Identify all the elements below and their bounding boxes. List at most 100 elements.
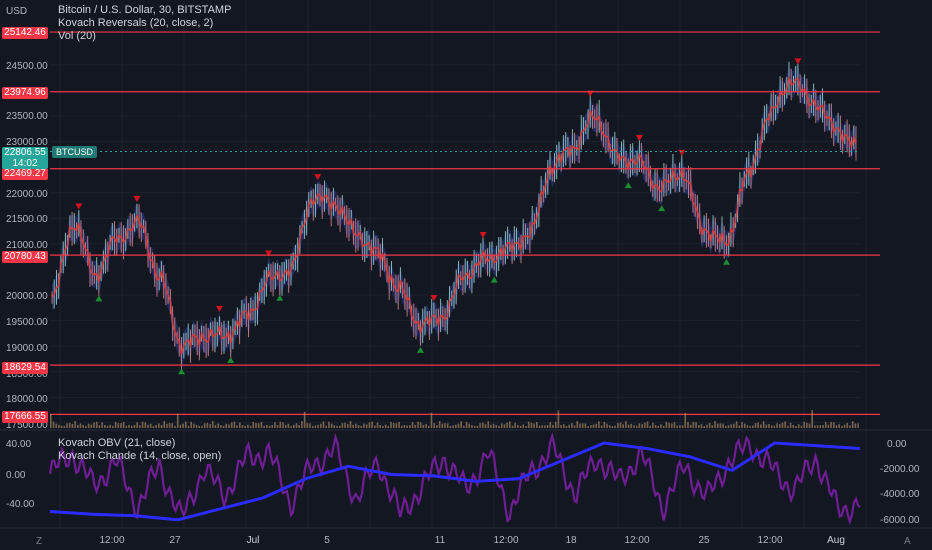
volume-bar <box>698 425 700 428</box>
volume-bar <box>625 421 627 428</box>
volume-bar <box>325 425 327 428</box>
volume-bar <box>711 425 714 428</box>
volume-bar <box>473 425 476 428</box>
volume-bar <box>708 423 711 428</box>
volume-bar <box>827 424 830 428</box>
volume-bar <box>714 421 716 428</box>
volume-bar <box>641 424 643 428</box>
volume-bar <box>814 425 816 428</box>
legend-kovach-chande[interactable]: Kovach Chande (14, close, open) <box>58 450 222 462</box>
x-axis-tick: Jul <box>246 535 260 546</box>
volume-bar <box>649 425 651 428</box>
volume-bar <box>681 425 684 428</box>
volume-bar <box>395 423 398 428</box>
volume-bar <box>517 425 519 428</box>
volume-bar <box>603 421 606 428</box>
timezone-button[interactable]: Z <box>36 536 43 547</box>
volume-bar <box>66 423 68 428</box>
volume-bar <box>565 426 568 428</box>
legend-main-title[interactable]: Bitcoin / U.S. Dollar, 30, BITSTAMP <box>58 4 232 16</box>
volume-bar <box>71 424 74 428</box>
obv-axis-tick: 0.00 <box>887 439 907 450</box>
volume-bar <box>533 423 535 428</box>
volume-bar <box>301 421 303 428</box>
volume-bar <box>365 424 368 428</box>
volume-bar <box>781 422 784 428</box>
volume-bar <box>816 425 819 428</box>
volume-bar <box>446 423 449 428</box>
bear-reversal-marker <box>216 305 223 312</box>
volume-bar <box>220 425 222 428</box>
volume-bar <box>374 425 376 428</box>
volume-bar <box>784 421 786 428</box>
bear-reversal-marker <box>635 134 643 141</box>
price-axis-tick: 20000.00 <box>6 291 48 302</box>
volume-bar <box>106 425 109 428</box>
volume-bar <box>309 423 311 428</box>
volume-bar <box>244 425 246 428</box>
volume-bar <box>422 424 425 428</box>
volume-bar <box>614 425 616 428</box>
volume-bar <box>414 424 417 428</box>
x-axis-tick: 11 <box>434 535 446 546</box>
grid <box>0 0 932 529</box>
currency-label: USD <box>6 6 28 17</box>
obv-axis-tick: -2000.00 <box>880 464 920 475</box>
volume-bar <box>652 422 654 428</box>
volume-bar <box>471 425 473 428</box>
volume-bar <box>746 425 749 428</box>
volume-bar <box>606 423 608 428</box>
volume-bar <box>525 426 527 428</box>
volume-bar <box>789 422 792 428</box>
volume-bar <box>360 425 363 428</box>
legend-kovach-obv[interactable]: Kovach OBV (21, close) <box>58 437 176 449</box>
bull-reversal-marker <box>276 294 284 301</box>
x-axis-tick: 27 <box>169 535 181 546</box>
legend-kovach-reversals[interactable]: Kovach Reversals (20, close, 2) <box>58 17 214 29</box>
volume-bar <box>109 424 111 428</box>
support-resistance-levels <box>50 31 880 415</box>
volume-bar <box>263 425 265 428</box>
price-axis-tick: 21500.00 <box>6 214 48 225</box>
volume-bar <box>457 423 460 428</box>
volume-bar <box>492 423 495 428</box>
volume-bar <box>274 422 276 428</box>
volume-bar <box>700 424 703 428</box>
volume-bar <box>322 421 325 428</box>
volume-bar <box>760 424 762 428</box>
volume-bar <box>851 421 854 428</box>
current-price-tag: 22806.55 14:02 <box>2 147 48 169</box>
volume-bar <box>822 425 824 428</box>
volume-bar <box>549 422 552 428</box>
price-axis-tick: 21000.00 <box>6 240 48 251</box>
volume-bar <box>730 424 732 428</box>
volume-bar <box>330 423 333 428</box>
volume-bar <box>503 424 506 428</box>
volume-bar <box>576 421 579 428</box>
price-axis-tick: 19000.00 <box>6 343 48 354</box>
volume-bar <box>60 425 63 428</box>
volume-bar <box>482 422 484 428</box>
volume-bar <box>795 425 797 428</box>
auto-scale-button[interactable]: A <box>904 536 911 547</box>
volume-bar <box>463 425 465 428</box>
volume-bar <box>490 424 492 428</box>
volume-bar <box>268 425 271 428</box>
volume-bar <box>754 423 757 428</box>
price-axis-tick: 24500.00 <box>6 61 48 72</box>
volume-bar <box>182 423 184 428</box>
volume-bar <box>311 425 314 428</box>
volume-bar <box>90 424 93 428</box>
volume-bar <box>77 424 79 428</box>
volume-bar <box>190 421 192 428</box>
volume-bar <box>608 425 611 428</box>
volume-bar <box>646 421 649 428</box>
legend-volume[interactable]: Vol (20) <box>58 30 96 42</box>
volume-bar <box>770 425 773 428</box>
volume-bar <box>846 422 849 428</box>
volume-bar <box>476 425 479 428</box>
volume-bar <box>74 421 76 428</box>
volume-bar <box>203 423 206 428</box>
volume-bar <box>187 425 190 428</box>
volume-bar <box>152 425 155 428</box>
